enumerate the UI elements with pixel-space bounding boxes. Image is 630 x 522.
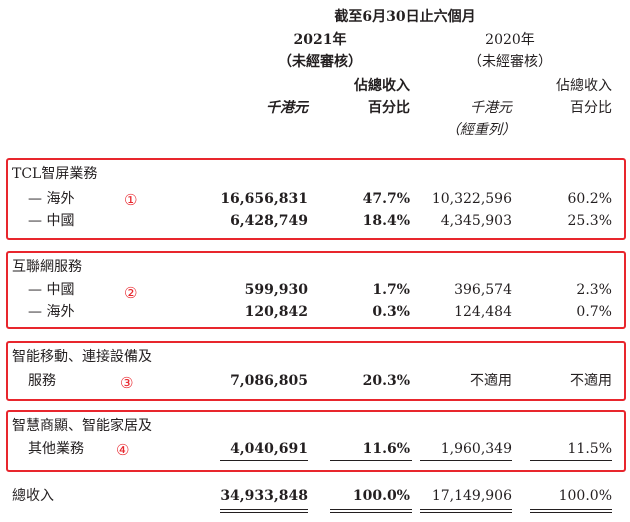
year-2021-header: 2021年 (293, 32, 347, 48)
audit-2020-note: （未經審核） (468, 54, 552, 70)
cell-p2021: 18.4% (362, 213, 410, 229)
section-box-smart-screen (6, 158, 626, 240)
section-title-smart-commercial-line1: 智慧商顯、智能家居及 (12, 418, 152, 434)
cell-p2021: 0.3% (372, 304, 410, 320)
section-title-smart-mobile-line2: 服務 (28, 373, 56, 389)
total-rule-p2020-a (530, 509, 612, 510)
total-label: 總收入 (12, 488, 54, 504)
subtotal-rule-p2020 (530, 460, 612, 461)
cell-p2020: 60.2% (567, 191, 612, 207)
cell-p2020: 0.7% (576, 304, 612, 320)
marker-4: ④ (116, 441, 130, 459)
cell-v2021: 7,086,805 (230, 373, 308, 389)
cell-p2021: 20.3% (362, 373, 410, 389)
total-rule-v2020-b (420, 512, 512, 513)
unit-2021: 千港元 (266, 100, 308, 116)
cell-p2020: 25.3% (567, 213, 612, 229)
cell-p2020: 不適用 (570, 373, 612, 389)
pct-label-2021-line2: 百分比 (368, 100, 410, 116)
total-rule-p2021-b (330, 512, 412, 513)
pct-label-2020-line2: 百分比 (570, 100, 612, 116)
total-p2020: 100.0% (558, 488, 612, 504)
pct-label-2021-line1: 佔總收入 (354, 78, 410, 94)
subtotal-rule-v2020 (420, 460, 512, 461)
unit-2020: 千港元 (470, 100, 512, 116)
row-label: — 中國 (28, 282, 75, 298)
row-label: — 海外 (28, 304, 75, 320)
total-rule-p2021-a (330, 509, 412, 510)
total-p2021: 100.0% (352, 488, 410, 504)
section-title-smart-mobile-line1: 智能移動、連接設備及 (12, 349, 152, 365)
cell-v2020: 10,322,596 (431, 191, 512, 207)
cell-p2020: 2.3% (576, 282, 612, 298)
cell-v2021: 599,930 (244, 282, 308, 298)
section-box-internet-services (6, 251, 626, 329)
row-label: — 海外 (28, 191, 75, 207)
cell-v2021: 16,656,831 (220, 191, 308, 207)
cell-v2021: 120,842 (244, 304, 308, 320)
total-rule-p2020-b (530, 512, 612, 513)
pct-label-2020-line1: 佔總收入 (556, 78, 612, 94)
marker-2: ② (124, 284, 138, 302)
audit-2021-note: （未經審核） (278, 54, 362, 70)
section-box-smart-mobile (6, 341, 626, 401)
cell-p2021: 47.7% (362, 191, 410, 207)
cell-v2021: 4,040,691 (230, 441, 308, 457)
cell-v2020: 124,484 (454, 304, 512, 320)
subtotal-rule-v2021 (220, 460, 308, 461)
total-v2020: 17,149,906 (431, 488, 512, 504)
row-label: — 中國 (28, 213, 75, 229)
total-rule-v2021-a (220, 509, 308, 510)
total-v2021: 34,933,848 (220, 488, 308, 504)
total-rule-v2021-b (220, 512, 308, 513)
cell-p2021: 11.6% (362, 441, 410, 457)
period-header: 截至6月30日止六個月 (334, 9, 476, 25)
marker-1: ① (124, 191, 138, 209)
section-title-smart-commercial-line2: 其他業務 (28, 441, 84, 457)
section-title-smart-screen: TCL智屏業務 (12, 166, 98, 182)
section-title-internet-services: 互聯網服務 (12, 259, 82, 275)
cell-v2020: 1,960,349 (440, 441, 512, 457)
cell-v2020: 396,574 (454, 282, 512, 298)
year-2020-header: 2020年 (485, 32, 535, 48)
cell-p2021: 1.7% (372, 282, 410, 298)
restated-note: （經重列） (446, 122, 516, 138)
cell-v2021: 6,428,749 (230, 213, 308, 229)
cell-p2020: 11.5% (567, 441, 612, 457)
subtotal-rule-p2021 (330, 460, 412, 461)
total-rule-v2020-a (420, 509, 512, 510)
marker-3: ③ (120, 374, 134, 392)
cell-v2020: 4,345,903 (440, 213, 512, 229)
cell-v2020: 不適用 (470, 373, 512, 389)
section-box-smart-commercial (6, 410, 626, 472)
